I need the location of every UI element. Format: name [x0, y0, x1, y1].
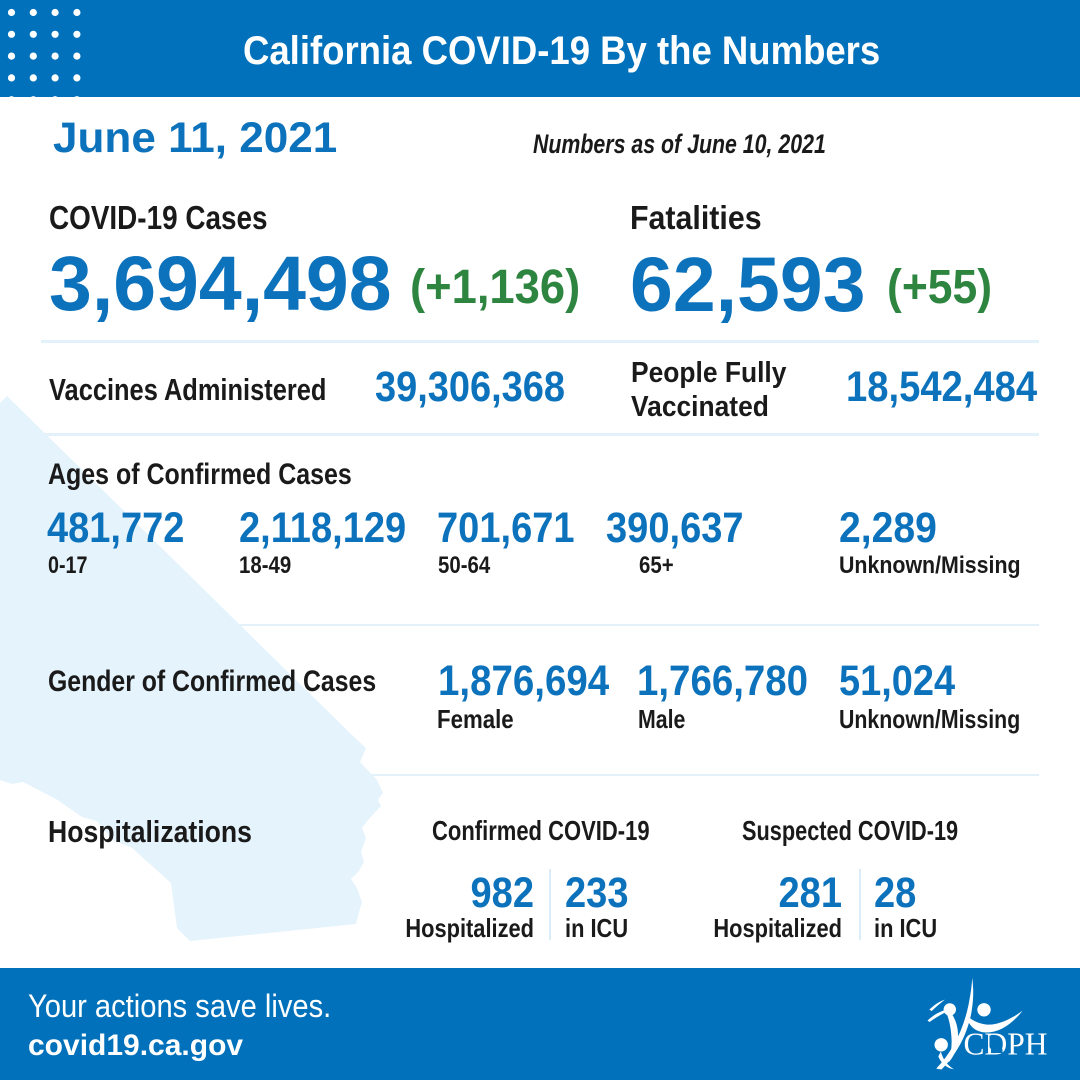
svg-text:CDPH: CDPH — [964, 1027, 1048, 1062]
